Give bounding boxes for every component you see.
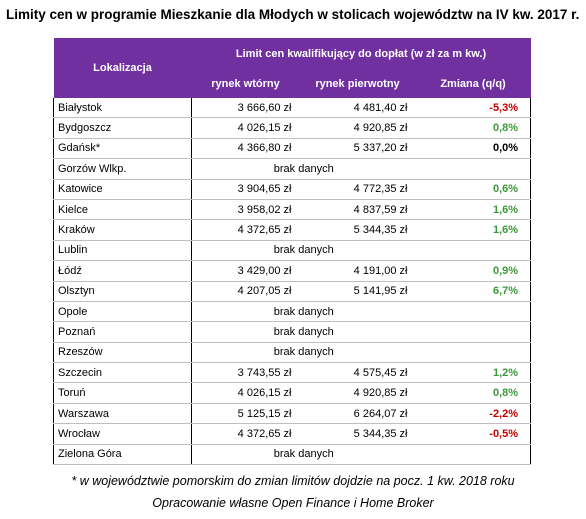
price-limits-table: Lokalizacja Limit cen kwalifikujący do d… xyxy=(53,38,532,466)
table-row: Zielona Góra brak danych xyxy=(53,444,532,466)
city-name: Kielce xyxy=(53,199,192,221)
primary-price-cell: 5 344,35 zł xyxy=(299,423,416,445)
city-name: Warszawa xyxy=(53,403,192,425)
secondary-price-cell: 5 125,15 zł xyxy=(191,403,300,425)
no-data-cell: brak danych xyxy=(191,342,416,364)
footnote: * w województwie pomorskim do zmian limi… xyxy=(71,474,515,488)
primary-price-cell: 5 337,20 zł xyxy=(299,138,416,160)
header-secondary-market: rynek wtórny xyxy=(191,69,300,98)
table-row: Opole brak danych xyxy=(53,301,532,323)
change-cell xyxy=(415,240,532,262)
table-row: Białystok 3 666,60 zł 4 481,40 zł -5,3% xyxy=(53,98,532,119)
primary-price-cell: 4 575,45 zł xyxy=(299,362,416,384)
secondary-price-cell: 3 666,60 zł xyxy=(191,98,300,119)
change-cell: -5,3% xyxy=(415,98,532,119)
city-name: Katowice xyxy=(53,179,192,200)
change-cell: 6,7% xyxy=(415,281,532,302)
change-cell: -2,2% xyxy=(415,403,532,425)
city-name: Zielona Góra xyxy=(53,444,192,466)
city-name: Białystok xyxy=(53,98,192,119)
table-row: Olsztyn 4 207,05 zł 5 141,95 zł 6,7% xyxy=(53,281,532,302)
no-data-cell: brak danych xyxy=(191,444,416,466)
table-row: Katowice 3 904,65 zł 4 772,35 zł 0,6% xyxy=(53,179,532,200)
secondary-price-cell: 4 372,65 zł xyxy=(191,219,300,241)
city-name: Olsztyn xyxy=(53,281,192,302)
secondary-price-cell: 3 429,00 zł xyxy=(191,260,300,282)
city-name: Gorzów Wlkp. xyxy=(53,158,192,180)
primary-price-cell: 4 920,85 zł xyxy=(299,117,416,139)
primary-price-cell: 4 481,40 zł xyxy=(299,98,416,119)
header-change: Zmiana (q/q) xyxy=(415,69,531,98)
table-row: Kielce 3 958,02 zł 4 837,59 zł 1,6% xyxy=(53,199,532,221)
primary-price-cell: 4 920,85 zł xyxy=(299,382,416,404)
table-row: Gdańsk* 4 366,80 zł 5 337,20 zł 0,0% xyxy=(53,138,532,160)
change-cell: 0,8% xyxy=(415,117,532,139)
change-cell: 0,8% xyxy=(415,382,532,404)
source-note: Opracowanie własne Open Finance i Home B… xyxy=(152,496,434,510)
table-row: Szczecin 3 743,55 zł 4 575,45 zł 1,2% xyxy=(53,362,532,384)
city-name: Kraków xyxy=(53,219,192,241)
change-cell: 1,2% xyxy=(415,362,532,384)
table-row: Warszawa 5 125,15 zł 6 264,07 zł -2,2% xyxy=(53,403,532,425)
city-name: Gdańsk* xyxy=(53,138,192,160)
city-name: Wrocław xyxy=(53,423,192,445)
secondary-price-cell: 3 958,02 zł xyxy=(191,199,300,221)
primary-price-cell: 5 344,35 zł xyxy=(299,219,416,241)
primary-price-cell: 4 837,59 zł xyxy=(299,199,416,221)
change-cell: 0,0% xyxy=(415,138,532,160)
change-cell xyxy=(415,444,532,466)
city-name: Łódź xyxy=(53,260,192,282)
no-data-cell: brak danych xyxy=(191,240,416,262)
table-row: Toruń 4 026,15 zł 4 920,85 zł 0,8% xyxy=(53,382,532,404)
table-row: Rzeszów brak danych xyxy=(53,342,532,364)
table-row: Gorzów Wlkp. brak danych xyxy=(53,158,532,180)
no-data-cell: brak danych xyxy=(191,301,416,323)
secondary-price-cell: 4 372,65 zł xyxy=(191,423,300,445)
change-cell xyxy=(415,342,532,364)
city-name: Toruń xyxy=(53,382,192,404)
change-cell: -0,5% xyxy=(415,423,532,445)
change-cell xyxy=(415,321,532,343)
table-row: Kraków 4 372,65 zł 5 344,35 zł 1,6% xyxy=(53,219,532,241)
city-name: Lublin xyxy=(53,240,192,262)
change-cell: 1,6% xyxy=(415,199,532,221)
table-row: Wrocław 4 372,65 zł 5 344,35 zł -0,5% xyxy=(53,423,532,445)
header-location: Lokalizacja xyxy=(53,38,192,98)
no-data-cell: brak danych xyxy=(191,321,416,343)
table-body: Białystok 3 666,60 zł 4 481,40 zł -5,3% Bydg… xyxy=(53,98,532,466)
primary-price-cell: 4 772,35 zł xyxy=(299,179,416,200)
header-primary-market: rynek pierwotny xyxy=(299,69,416,98)
primary-price-cell: 6 264,07 zł xyxy=(299,403,416,425)
change-cell xyxy=(415,158,532,180)
secondary-price-cell: 4 207,05 zł xyxy=(191,281,300,302)
primary-price-cell: 4 191,00 zł xyxy=(299,260,416,282)
table-row: Bydgoszcz 4 026,15 zł 4 920,85 zł 0,8% xyxy=(53,117,532,139)
city-name: Rzeszów xyxy=(53,342,192,364)
city-name: Szczecin xyxy=(53,362,192,384)
change-cell: 0,9% xyxy=(415,260,532,282)
change-cell: 0,6% xyxy=(415,179,532,200)
change-cell: 1,6% xyxy=(415,219,532,241)
header-limit: Limit cen kwalifikujący do dopłat (w zł … xyxy=(191,38,531,69)
secondary-price-cell: 4 026,15 zł xyxy=(191,382,300,404)
change-cell xyxy=(415,301,532,323)
city-name: Poznań xyxy=(53,321,192,343)
city-name: Bydgoszcz xyxy=(53,117,192,139)
page-title: Limity cen w programie Mieszkanie dla Mł… xyxy=(6,7,580,22)
primary-price-cell: 5 141,95 zł xyxy=(299,281,416,302)
secondary-price-cell: 4 366,80 zł xyxy=(191,138,300,160)
secondary-price-cell: 4 026,15 zł xyxy=(191,117,300,139)
no-data-cell: brak danych xyxy=(191,158,416,180)
secondary-price-cell: 3 904,65 zł xyxy=(191,179,300,200)
secondary-price-cell: 3 743,55 zł xyxy=(191,362,300,384)
city-name: Opole xyxy=(53,301,192,323)
table-row: Lublin brak danych xyxy=(53,240,532,262)
table-row: Poznań brak danych xyxy=(53,321,532,343)
table-row: Łódź 3 429,00 zł 4 191,00 zł 0,9% xyxy=(53,260,532,282)
